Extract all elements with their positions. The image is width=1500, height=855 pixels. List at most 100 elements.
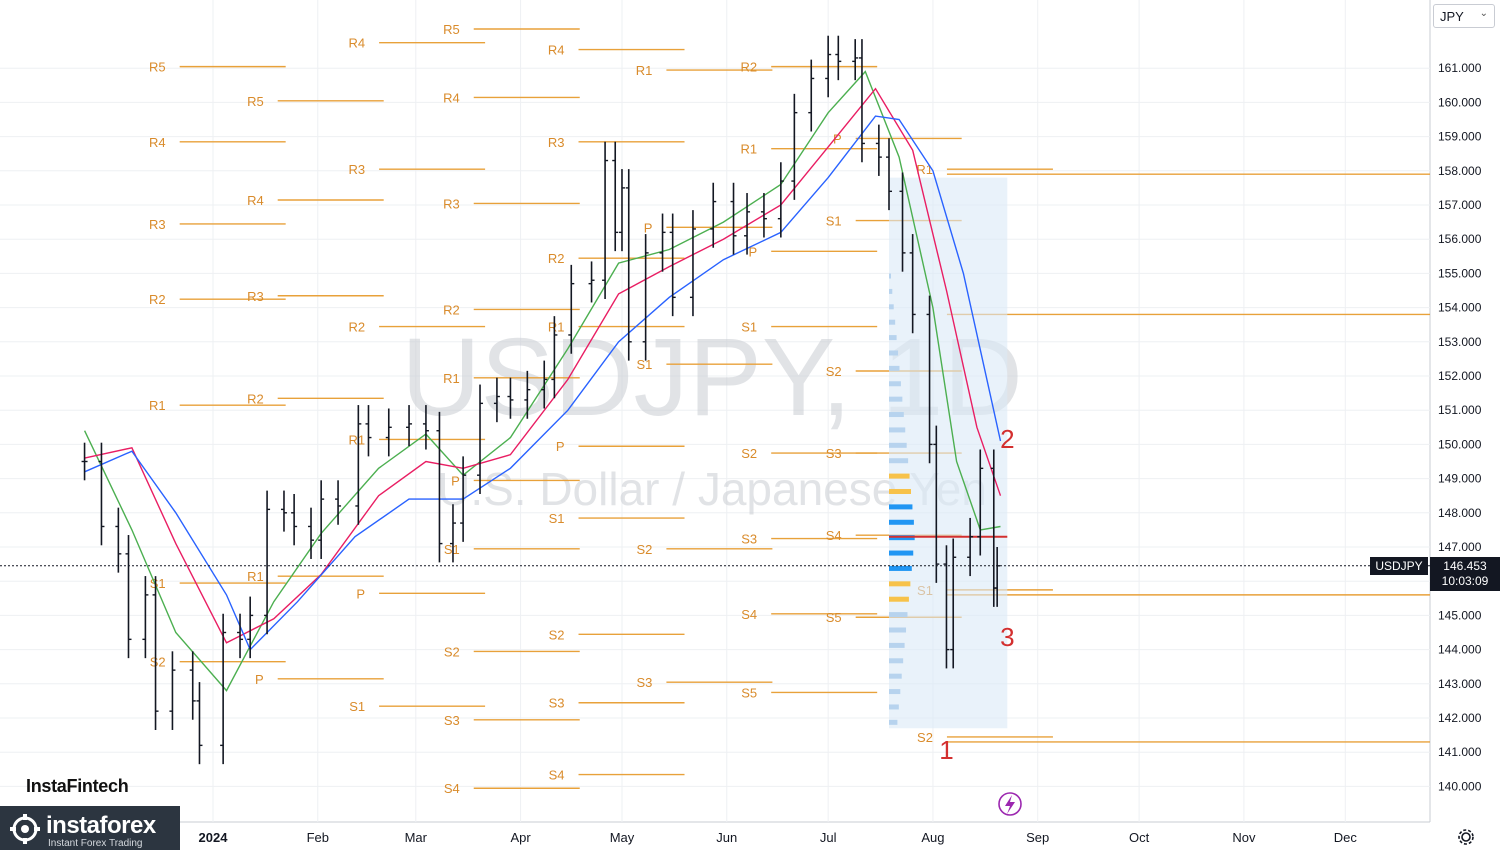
pivot-label: S5: [826, 610, 842, 625]
pivot-label: R1: [741, 142, 758, 157]
volume-profile-bar: [889, 304, 894, 310]
y-tick-label: 161.000: [1438, 61, 1482, 75]
volume-profile-bar: [889, 365, 900, 371]
symbol-price-tag: USDJPY: [1370, 557, 1428, 575]
gear-icon[interactable]: [1455, 826, 1477, 848]
pivot-label: S3: [549, 696, 565, 711]
pivot-label: S4: [826, 528, 842, 543]
volume-profile-bar: [889, 335, 897, 341]
volume-profile-bar: [889, 689, 901, 695]
pivot-label: R2: [548, 251, 565, 266]
volume-profile-bar: [889, 581, 911, 587]
volume-profile-bar: [889, 673, 902, 679]
pivot-label: P: [451, 473, 460, 488]
volume-profile-bar: [889, 488, 911, 494]
pivot-label: R2: [741, 60, 758, 75]
x-tick-label: Dec: [1334, 830, 1358, 845]
y-tick-label: 142.000: [1438, 711, 1482, 725]
pivot-label: S3: [636, 675, 652, 690]
pivot-label: R1: [636, 63, 653, 78]
y-tick-label: 150.000: [1438, 437, 1482, 451]
x-tick-label: Jun: [716, 830, 737, 845]
x-tick-label: Sep: [1026, 830, 1049, 845]
volume-profile-bar: [889, 412, 904, 418]
pivot-label: S2: [150, 655, 166, 670]
pivot-label: S1: [444, 542, 460, 557]
instafintech-watermark: InstaFintech: [26, 776, 129, 796]
pivot-label: P: [749, 244, 758, 259]
instaforex-name: instaforex: [46, 812, 156, 839]
pivot-label: R5: [443, 22, 460, 37]
pivot-label: P: [356, 586, 365, 601]
pivot-label: S5: [741, 685, 757, 700]
pivot-label: S1: [826, 214, 842, 229]
pivot-label: S2: [741, 446, 757, 461]
x-tick-label: Oct: [1129, 830, 1150, 845]
pivot-label: R3: [548, 135, 565, 150]
y-tick-label: 154.000: [1438, 301, 1482, 315]
volume-profile-bar: [889, 642, 905, 648]
instaforex-logo-icon: [10, 814, 40, 844]
x-tick-label: Mar: [405, 830, 428, 845]
annotation-label: 1: [939, 735, 953, 765]
pivot-label: R1: [149, 398, 166, 413]
volume-profile-bar: [889, 288, 893, 294]
y-tick-label: 141.000: [1438, 745, 1482, 759]
price-bars: [81, 35, 1001, 765]
pivot-label: R1: [443, 371, 460, 386]
volume-profile-bar: [889, 504, 913, 510]
currency-value: JPY: [1440, 9, 1464, 24]
pivot-label: S1: [549, 511, 565, 526]
volume-profile-bar: [889, 381, 901, 387]
y-tick-label: 148.000: [1438, 506, 1482, 520]
y-tick-label: 158.000: [1438, 164, 1482, 178]
last-price-tag: 146.453 10:03:09: [1430, 557, 1500, 591]
pivot-label: R4: [348, 36, 365, 51]
pivot-label: R1: [548, 320, 565, 335]
pivot-label: S1: [636, 357, 652, 372]
volume-profile-bar: [889, 427, 906, 433]
volume-profile-bar: [889, 458, 909, 464]
pivot-label: S2: [549, 627, 565, 642]
y-tick-label: 151.000: [1438, 403, 1482, 417]
bar-countdown: 10:03:09: [1441, 574, 1489, 588]
pivot-label: R2: [443, 302, 460, 317]
lightning-icon[interactable]: [998, 792, 1022, 816]
volume-profile-bar: [889, 442, 907, 448]
annotation-label: 2: [1000, 424, 1014, 454]
x-tick-label: Jul: [820, 830, 837, 845]
pivot-label: S2: [444, 644, 460, 659]
volume-profile: [889, 177, 1008, 729]
pivot-label: S2: [826, 364, 842, 379]
y-tick-label: 140.000: [1438, 779, 1482, 793]
pivot-label: S4: [549, 768, 565, 783]
pivot-label: P: [556, 439, 565, 454]
volume-profile-bar: [889, 612, 908, 618]
currency-select[interactable]: JPY ⌄: [1433, 4, 1495, 28]
instaforex-logo-block: instaforex Instant Forex Trading: [0, 806, 180, 850]
volume-profile-bar: [889, 627, 907, 633]
pivot-label: R4: [247, 193, 264, 208]
y-tick-label: 159.000: [1438, 130, 1482, 144]
pivot-label: S4: [741, 607, 757, 622]
price-axis-bg: [1430, 0, 1500, 850]
pivot-label: R3: [443, 196, 460, 211]
x-tick-label: Apr: [510, 830, 531, 845]
pivot-label: R1: [247, 569, 264, 584]
y-tick-label: 145.000: [1438, 608, 1482, 622]
pivot-label: S3: [826, 446, 842, 461]
pivot-label: P: [833, 131, 842, 146]
y-tick-label: 149.000: [1438, 472, 1482, 486]
pivot-label: P: [255, 672, 264, 687]
annotations: 1 2 3: [0, 424, 1430, 765]
pivot-label: S2: [917, 730, 933, 745]
x-tick-label: 2024: [199, 830, 229, 845]
y-tick-label: 160.000: [1438, 95, 1482, 109]
y-tick-label: 156.000: [1438, 232, 1482, 246]
x-tick-label: Feb: [307, 830, 329, 845]
y-tick-label: 152.000: [1438, 369, 1482, 383]
last-price: 146.453: [1443, 559, 1487, 573]
